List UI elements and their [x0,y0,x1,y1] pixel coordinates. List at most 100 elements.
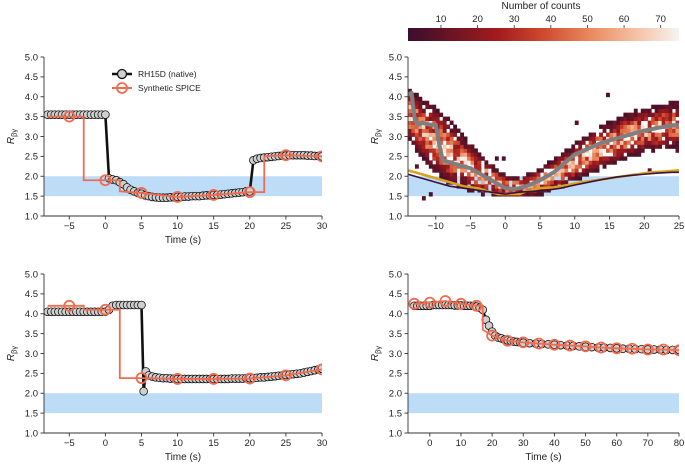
heatmap-cell [418,124,423,129]
heatmap-cell [494,188,499,193]
heatmap-cell [630,136,635,141]
heatmap-cell [474,152,478,157]
heatmap-cell [453,128,458,133]
heatmap-cell [574,172,579,177]
heatmap-cell [480,180,485,185]
heatmap-cell [668,120,673,125]
heatmap-cell [612,124,617,129]
heatmap-cell [644,108,649,114]
heatmap-cell [408,96,412,102]
heatmap-cell [592,160,597,165]
x-tick-label: 80 [674,438,685,449]
heatmap-cell [456,136,461,141]
y-tick-label: 4.0 [25,92,38,103]
panel-top-right: 1.0 1.5 2.0 2.5 3.0 3.5 4.0 4.5 5.0 −10 −5 0 5 10 15 20… [370,52,684,232]
heatmap-cell [571,168,576,173]
heatmap-cell [633,120,638,125]
heatmap-cell [661,140,666,145]
heatmap-cell [414,144,419,149]
heatmap-cell [640,140,645,145]
synthetic-point [316,150,322,163]
heatmap-cell [553,180,558,185]
x-tick-label: 0 [103,221,108,232]
heatmap-cell [602,144,607,149]
heatmap-cell [560,152,565,157]
x-tick-label: 25 [674,221,685,232]
heatmap-cell [633,116,638,121]
panel-bottom-left: 1.0 1.5 2.0 2.5 3.0 3.5 4.0 4.5 5.0 −5 0 5 10 15 20 25 3… [6,269,327,463]
heatmap-cell [640,112,645,118]
heatmap-cell [647,140,652,145]
y-tick-label: 5.0 [389,269,402,280]
heatmap-cell [588,140,593,145]
heatmap-cell [672,128,676,133]
heatmap-cell [435,160,440,165]
heatmap-cell [581,172,586,177]
y-tick-label: 2.5 [389,152,402,163]
heatmap-cell [637,116,642,121]
y-tick-label: 5.0 [389,52,402,63]
heatmap-cell [595,164,600,169]
heatmap-cell [439,112,444,118]
heatmap-cell [418,132,423,137]
heatmap-cell [421,108,426,114]
heatmap-cell [418,148,423,153]
synthetic-point [171,373,184,385]
heatmap-cell [654,104,659,110]
heatmap-cell [501,180,506,185]
heatmap-cell [439,176,444,181]
heatmap-cell [439,132,444,137]
heatmap-cell [578,140,583,145]
heatmap-cell [599,144,603,149]
heatmap-cell [588,164,593,169]
heatmap-cell [411,128,416,133]
heatmap-cell [612,144,617,149]
heatmap-cell [435,156,440,161]
heatmap-cell [637,120,642,125]
heatmap-cell [668,116,673,121]
heatmap-cell [515,176,520,181]
heatmap-cell [418,108,423,114]
heatmap-cell [533,184,537,189]
heatmap-cell [414,112,419,118]
heatmap-cell [609,140,614,145]
heatmap-cell [536,192,541,197]
heatmap-cell [644,112,649,118]
heatmap-cell [477,156,482,161]
heatmap-cell [408,108,412,114]
heatmap-cell [439,120,444,125]
heatmap-cell [428,140,433,145]
y-tick-label: 3.5 [389,112,402,123]
heatmap-cell [463,160,468,165]
heatmap-cell [675,108,679,114]
heatmap-cell [435,164,440,169]
synthetic-point [171,191,184,203]
heatmap-cell [592,140,597,145]
heatmap-cell [623,112,628,118]
heatmap-cell [428,160,433,165]
colorbar-ticks: 10 20 30 40 50 60 70 [436,14,666,28]
heatmap-cell [536,172,541,177]
heatmap-cell [612,140,617,145]
heatmap-cell [425,156,430,161]
heatmap-cell [644,124,649,129]
y-tick-label: 1.0 [25,211,38,222]
heatmap-cell [446,124,451,129]
heatmap-cell [616,116,621,121]
heatmap-cell [428,164,433,169]
synthetic-point [548,338,561,351]
heatmap-cell [651,120,656,125]
heatmap-cell [414,108,419,114]
heatmap-cell [644,116,649,121]
heatmap-cell [460,144,464,149]
heatmap-cell [484,164,489,169]
heatmap-cell [421,112,426,118]
heatmap-cell [414,116,419,121]
heatmap-cell [408,104,412,110]
panel-top-left: 1.0 1.5 2.0 2.5 3.0 3.5 4.0 4.5 5.0 −5 0 5 10 15 20 25 3… [6,52,327,246]
x-tick-label: 20 [245,221,256,232]
heatmap-cell [421,124,426,129]
heatmap-cell [612,132,617,137]
heatmap-cell [463,144,468,149]
series-synthetic-line [414,300,679,352]
